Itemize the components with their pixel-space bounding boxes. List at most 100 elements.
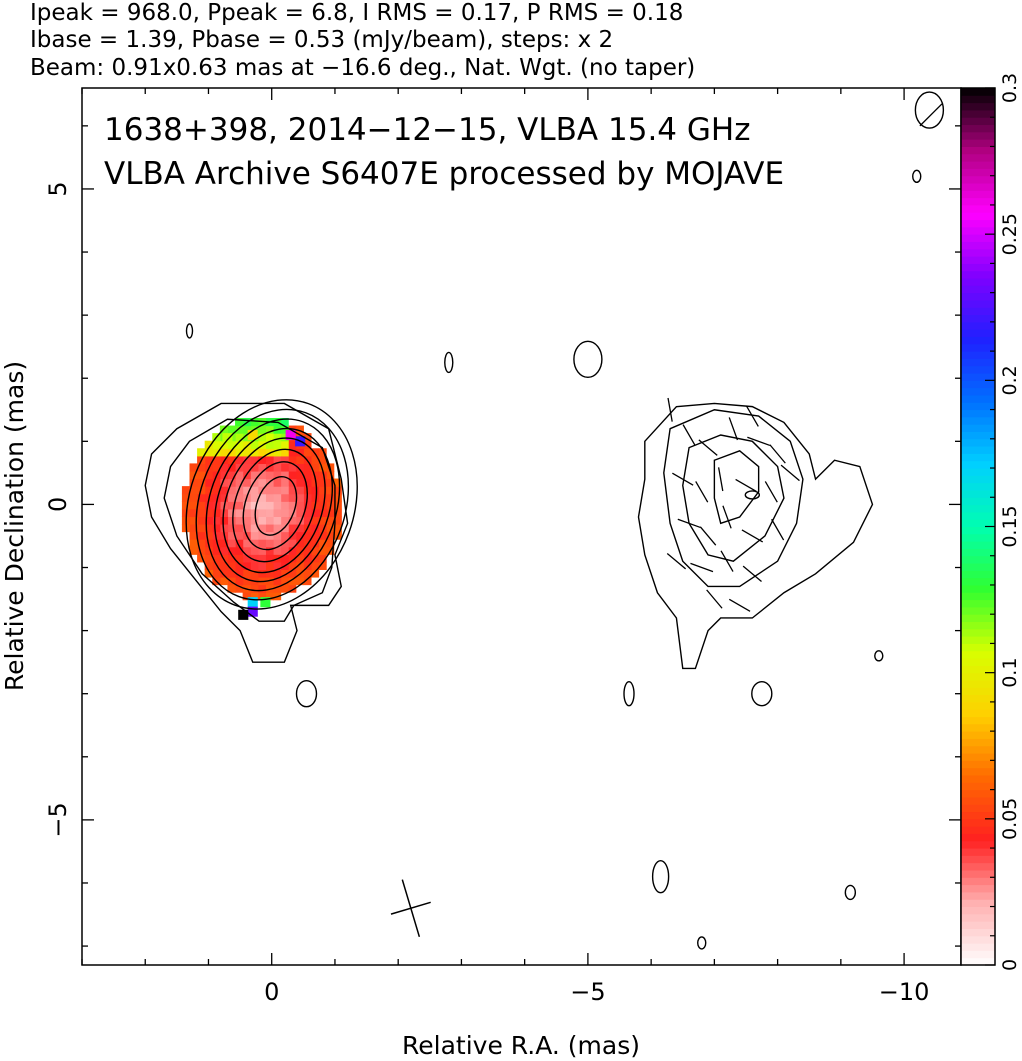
colorbar-cell <box>961 833 995 842</box>
pol-pixel <box>204 486 213 495</box>
colorbar-cell <box>961 460 995 469</box>
pol-pixel <box>212 486 221 495</box>
pol-pixel <box>242 576 251 586</box>
colorbar-cell <box>961 774 995 783</box>
pol-pixel <box>189 463 198 472</box>
pol-pixel <box>227 455 236 465</box>
colorbar-cell <box>961 643 995 652</box>
pol-pixel <box>288 486 297 495</box>
colorbar-cell <box>961 672 995 681</box>
evpa-tick <box>720 550 734 572</box>
colorbar-cell <box>961 899 995 908</box>
pol-pixel <box>295 523 304 533</box>
pol-pixel <box>288 463 297 472</box>
evpa-tick <box>717 467 724 492</box>
evpa-tick <box>677 518 701 529</box>
pol-pixel <box>265 448 274 457</box>
colorbar-cell <box>961 256 995 264</box>
colorbar-cell <box>961 358 995 367</box>
colorbar-cell <box>961 453 995 462</box>
pol-pixel <box>235 425 244 434</box>
core-contour-level <box>185 399 358 610</box>
pol-pixel <box>280 516 289 525</box>
evpa-tick <box>682 424 696 446</box>
colorbar-tick-label: 0.25 <box>999 213 1021 255</box>
jet-outer-contour <box>637 402 874 670</box>
pol-pixel <box>272 470 282 480</box>
beam-minor-axis <box>390 901 431 915</box>
pol-pixel <box>272 561 282 571</box>
pol-pixel <box>242 440 251 449</box>
evpa-tick <box>742 565 762 583</box>
pol-pixel <box>189 501 198 510</box>
colorbar-cell <box>961 592 995 601</box>
pol-pixel <box>318 546 327 555</box>
pol-pixel <box>204 448 213 457</box>
pol-pixel <box>265 486 274 495</box>
pol-pixel <box>280 448 289 457</box>
pol-patch <box>238 609 249 620</box>
pol-pixel <box>326 493 335 502</box>
evpa-tick <box>741 529 764 543</box>
pol-pixel <box>295 546 304 555</box>
colorbar-cell <box>961 139 995 147</box>
pol-pixel <box>326 531 335 540</box>
pol-pixel <box>265 463 274 472</box>
pol-pixel <box>250 463 259 472</box>
colorbar-cell <box>961 606 995 615</box>
pol-pixel <box>242 516 251 525</box>
evpa-tick <box>699 526 717 546</box>
pol-pixel <box>212 569 221 578</box>
pol-pixel <box>303 546 312 555</box>
colorbar-cell <box>961 921 995 929</box>
noise-contour <box>444 351 454 374</box>
pol-pixel <box>204 546 213 555</box>
pol-pixel <box>250 584 259 593</box>
colorbar-cell <box>961 124 995 133</box>
core-contour-level <box>232 448 318 563</box>
pol-pixel <box>326 486 335 495</box>
pol-pixel <box>212 539 221 548</box>
pol-pixel <box>265 561 274 571</box>
pol-pixel <box>288 470 297 480</box>
colorbar-cell <box>961 789 995 798</box>
pol-pixel <box>189 523 198 533</box>
colorbar-cell <box>961 424 995 432</box>
pol-pixel <box>189 508 198 518</box>
pol-pixel <box>333 478 342 487</box>
pol-pixel <box>265 470 274 480</box>
pol-pixel <box>257 493 266 502</box>
pol-pixel <box>197 508 206 518</box>
pol-pixel <box>280 478 289 487</box>
colorbar-cell <box>961 950 995 959</box>
pol-pixel <box>272 531 282 540</box>
colorbar-cell <box>961 840 995 849</box>
colorbar-cell <box>961 219 995 228</box>
map-content <box>144 91 945 950</box>
colorbar-tick-label: 0.1 <box>999 658 1021 688</box>
colorbar-cell <box>961 438 995 447</box>
pol-pixel <box>272 523 282 533</box>
colorbar-cell <box>961 175 995 184</box>
pol-pixel <box>280 486 289 495</box>
colorbar-tick-label: 0.2 <box>999 365 1021 395</box>
pol-pixel <box>212 440 221 449</box>
pol-pixel <box>189 539 198 548</box>
pol-pixel <box>242 433 251 442</box>
pol-pixel <box>219 561 229 571</box>
pol-pixel <box>318 448 327 457</box>
colorbar-cell <box>961 804 995 813</box>
x-tick-label: −10 <box>879 978 930 1006</box>
colorbar-cell <box>961 584 995 593</box>
pol-pixel <box>265 455 274 465</box>
colorbar-cell <box>961 614 995 623</box>
pol-pixel <box>212 493 221 502</box>
pol-pixel <box>257 433 266 442</box>
colorbar-tick-label: 0.3 <box>999 73 1021 103</box>
pol-pixel <box>227 584 236 593</box>
noise-contour <box>751 680 773 707</box>
noise-contour <box>697 936 707 950</box>
pol-pixel <box>288 561 297 571</box>
colorbar-cell <box>961 497 995 506</box>
pol-pixel <box>288 425 297 434</box>
